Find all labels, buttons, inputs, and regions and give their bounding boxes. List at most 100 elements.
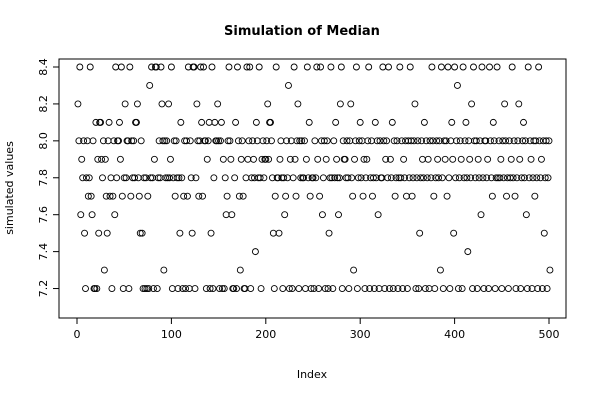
data-point <box>477 211 485 219</box>
data-point <box>115 137 122 145</box>
data-point <box>499 137 507 145</box>
data-point <box>313 63 321 71</box>
data-point <box>314 155 322 163</box>
data-point <box>384 174 392 182</box>
data-point <box>285 285 293 292</box>
data-point <box>282 192 290 200</box>
data-point <box>388 118 396 126</box>
data-point <box>492 174 500 182</box>
data-point <box>309 174 317 182</box>
data-point <box>291 155 299 163</box>
data-point <box>121 100 129 108</box>
data-point <box>134 174 142 182</box>
data-point <box>239 192 247 200</box>
data-point <box>110 137 118 145</box>
data-point <box>168 285 176 292</box>
data-point <box>301 137 308 145</box>
data-point <box>89 137 97 145</box>
data-point <box>446 285 454 292</box>
data-point <box>112 63 120 71</box>
data-point <box>533 174 541 182</box>
data-point <box>534 285 542 292</box>
data-point <box>414 137 422 145</box>
data-point <box>504 285 512 292</box>
data-point <box>491 285 499 292</box>
data-point <box>416 229 424 237</box>
data-point <box>519 137 527 145</box>
data-point <box>352 137 359 145</box>
data-point <box>545 137 553 145</box>
data-point <box>150 155 158 163</box>
data-point <box>207 229 215 237</box>
data-point <box>141 285 149 292</box>
data-point <box>225 63 233 71</box>
data-point <box>524 63 532 71</box>
data-point <box>180 192 188 200</box>
data-point <box>269 229 277 237</box>
data-point <box>109 192 117 200</box>
data-point <box>380 137 388 145</box>
data-point <box>264 100 272 108</box>
data-point <box>143 285 151 292</box>
data-point <box>474 155 482 163</box>
data-point <box>386 285 393 292</box>
y-axis-label: simulated values <box>3 141 16 235</box>
data-point <box>369 192 376 200</box>
data-point <box>540 229 548 237</box>
data-point <box>183 137 190 145</box>
data-point <box>226 137 234 145</box>
data-point <box>429 137 437 145</box>
data-point <box>128 137 136 145</box>
data-point <box>320 137 328 145</box>
data-point <box>260 174 268 182</box>
data-point <box>407 137 415 145</box>
data-point <box>316 192 324 200</box>
data-point <box>276 155 284 163</box>
data-point <box>78 155 86 163</box>
data-point <box>397 174 405 182</box>
data-point <box>200 63 207 71</box>
data-point <box>217 118 225 126</box>
data-point <box>174 285 182 292</box>
data-point <box>417 174 425 182</box>
x-tick-label: 100 <box>161 328 182 341</box>
chart-title: Simulation of Median <box>224 24 380 39</box>
data-point <box>80 137 88 145</box>
data-point <box>337 63 345 71</box>
data-point <box>259 137 267 145</box>
data-point <box>411 100 419 108</box>
data-point <box>387 174 395 182</box>
y-tick-label: 7.8 <box>37 169 50 187</box>
data-point <box>188 229 196 237</box>
data-point <box>368 137 375 145</box>
data-point <box>370 285 378 292</box>
data-point <box>453 82 461 89</box>
data-point <box>302 155 310 163</box>
x-tick-label: 500 <box>539 328 560 341</box>
data-point <box>516 155 524 163</box>
y-axis: 7.2 7.4 7.6 7.8 8.0 8.2 8.4 <box>37 58 59 297</box>
data-point <box>327 63 335 71</box>
data-point <box>150 285 157 292</box>
data-point <box>332 118 340 126</box>
data-point <box>452 174 459 182</box>
data-point <box>454 285 462 292</box>
data-point <box>450 229 458 237</box>
data-point <box>398 137 406 145</box>
data-point <box>175 174 183 182</box>
data-point <box>213 137 221 145</box>
data-point <box>281 211 289 219</box>
data-point <box>341 155 349 163</box>
data-point <box>209 285 217 292</box>
data-point <box>335 211 342 219</box>
data-point <box>106 192 114 200</box>
data-point <box>536 137 544 145</box>
data-point <box>116 155 124 163</box>
data-point <box>428 63 436 71</box>
data-point <box>493 63 501 71</box>
data-point <box>93 285 101 292</box>
data-point <box>237 155 245 163</box>
data-point <box>86 63 94 71</box>
data-point <box>501 100 509 108</box>
